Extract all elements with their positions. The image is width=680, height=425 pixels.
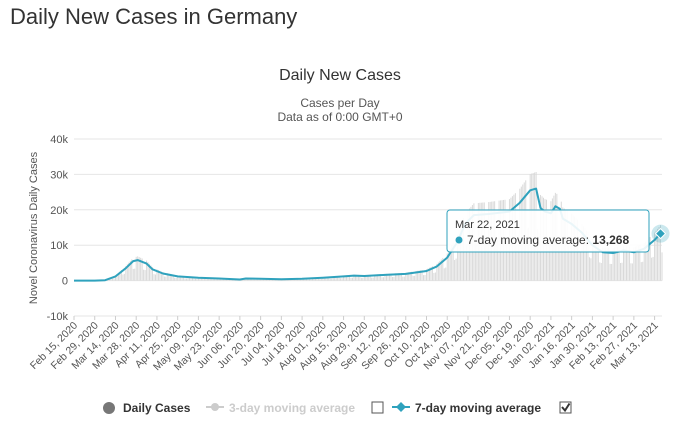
tooltip-label: 7-day moving average: bbox=[467, 233, 589, 247]
legend-item-daily-cases[interactable]: Daily Cases bbox=[103, 401, 191, 415]
legend-label-3-day-average: 3-day moving average bbox=[229, 401, 355, 415]
legend-item-3-day-average[interactable]: 3-day moving average bbox=[206, 401, 355, 415]
y-tick-label: 40k bbox=[50, 134, 68, 146]
y-tick-label: -10k bbox=[47, 311, 69, 323]
check-icon bbox=[561, 402, 571, 413]
tooltip-series-label: 7-day moving average: 13,268 bbox=[467, 233, 629, 247]
tooltip-value: 13,268 bbox=[592, 233, 629, 247]
page-title: Daily New Cases in Germany bbox=[10, 4, 298, 29]
chart-subtitle-1: Cases per Day bbox=[300, 96, 379, 110]
y-tick-label: 10k bbox=[50, 240, 68, 252]
tooltip: Mar 22, 2021 7-day moving average: 13,26… bbox=[446, 209, 650, 253]
checkbox-3-day-average[interactable] bbox=[371, 401, 384, 414]
legend-label-7-day-average: 7-day moving average bbox=[415, 401, 541, 415]
y-axis-title: Novel Coronavirus Daily Cases bbox=[28, 151, 40, 304]
tooltip-date: Mar 22, 2021 bbox=[455, 219, 520, 231]
hover-diamond-icon bbox=[654, 227, 667, 240]
checkbox-7-day-average[interactable] bbox=[559, 401, 572, 414]
legend-dot-icon bbox=[211, 403, 219, 411]
y-tick-label: 30k bbox=[50, 169, 68, 181]
y-tick-label: 0 bbox=[62, 276, 68, 288]
y-axis: -10k 0 10k 20k 30k 40k bbox=[47, 134, 69, 323]
legend-item-7-day-average[interactable]: 7-day moving average bbox=[392, 401, 541, 415]
hover-marker bbox=[651, 224, 670, 243]
tooltip-series-dot bbox=[455, 236, 463, 244]
legend: Daily Cases 3-day moving average 7-day m… bbox=[103, 401, 572, 415]
chart-title: Daily New Cases bbox=[279, 67, 401, 84]
checkbox-box bbox=[559, 401, 572, 414]
tooltip-box bbox=[446, 209, 650, 253]
legend-diamond-icon bbox=[396, 402, 406, 412]
legend-dot-icon bbox=[103, 402, 115, 414]
chart-subtitle-2: Data as of 0:00 GMT+0 bbox=[277, 110, 402, 124]
y-tick-label: 20k bbox=[50, 205, 68, 217]
legend-label-daily-cases: Daily Cases bbox=[123, 401, 191, 415]
